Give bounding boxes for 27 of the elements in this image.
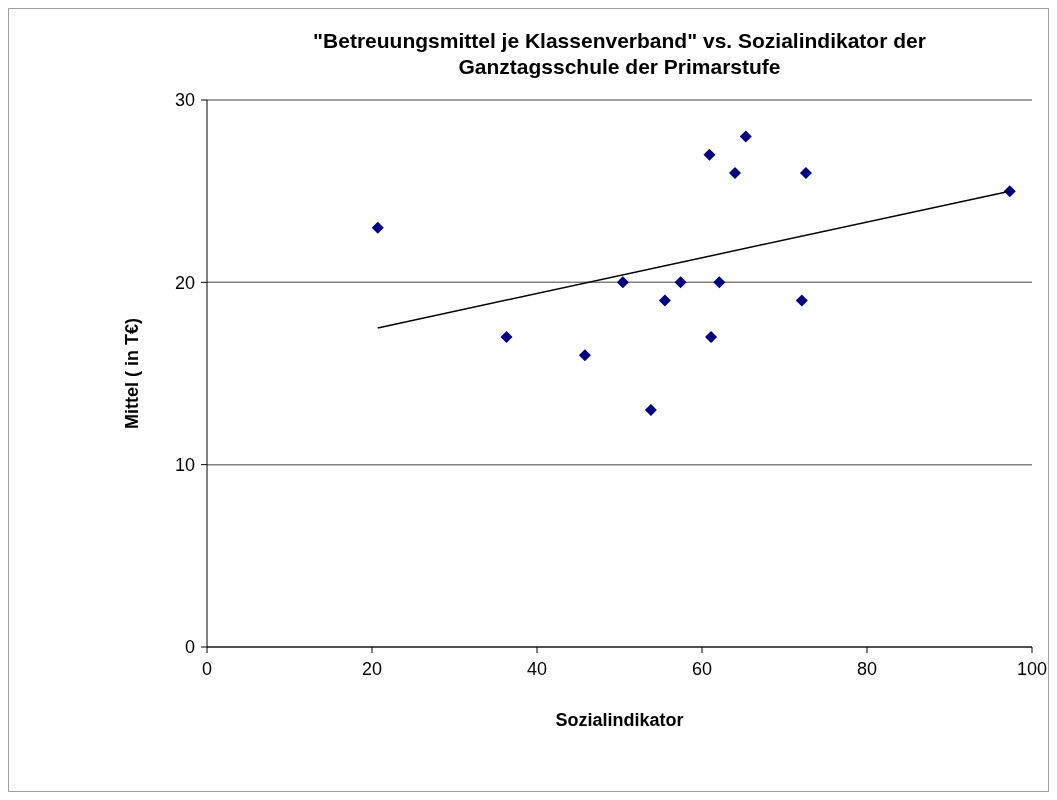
point (739, 130, 752, 143)
point (705, 331, 718, 344)
y-tick-label: 30 (174, 90, 195, 111)
x-tick-label: 20 (361, 659, 383, 679)
y-axis-title: Mittel ( in T€) (122, 318, 142, 429)
x-axis-title: Sozialindikator (555, 710, 684, 730)
y-tick-label: 0 (184, 637, 195, 658)
point (795, 294, 808, 307)
x-tick-label: 40 (526, 659, 548, 679)
x-tick-label: 0 (201, 659, 213, 679)
x-tick-label: 100 (1016, 659, 1048, 679)
x-tick-label: 80 (856, 659, 878, 679)
point (578, 349, 591, 362)
point (616, 276, 629, 289)
point (658, 294, 671, 307)
y-tick-label: 20 (174, 272, 195, 293)
y-tick-label: 10 (174, 454, 195, 475)
point (674, 276, 687, 289)
point (799, 166, 812, 179)
point (703, 148, 716, 161)
point (500, 331, 513, 344)
point (729, 166, 741, 179)
point (644, 403, 657, 416)
x-tick-label: 60 (691, 659, 713, 679)
point (371, 221, 384, 234)
point (713, 276, 726, 289)
chart-title: "Betreuungsmittel je Klassenverband" vs. Sozialindikator der Ganztagsschule der Primarstufe (313, 29, 926, 78)
